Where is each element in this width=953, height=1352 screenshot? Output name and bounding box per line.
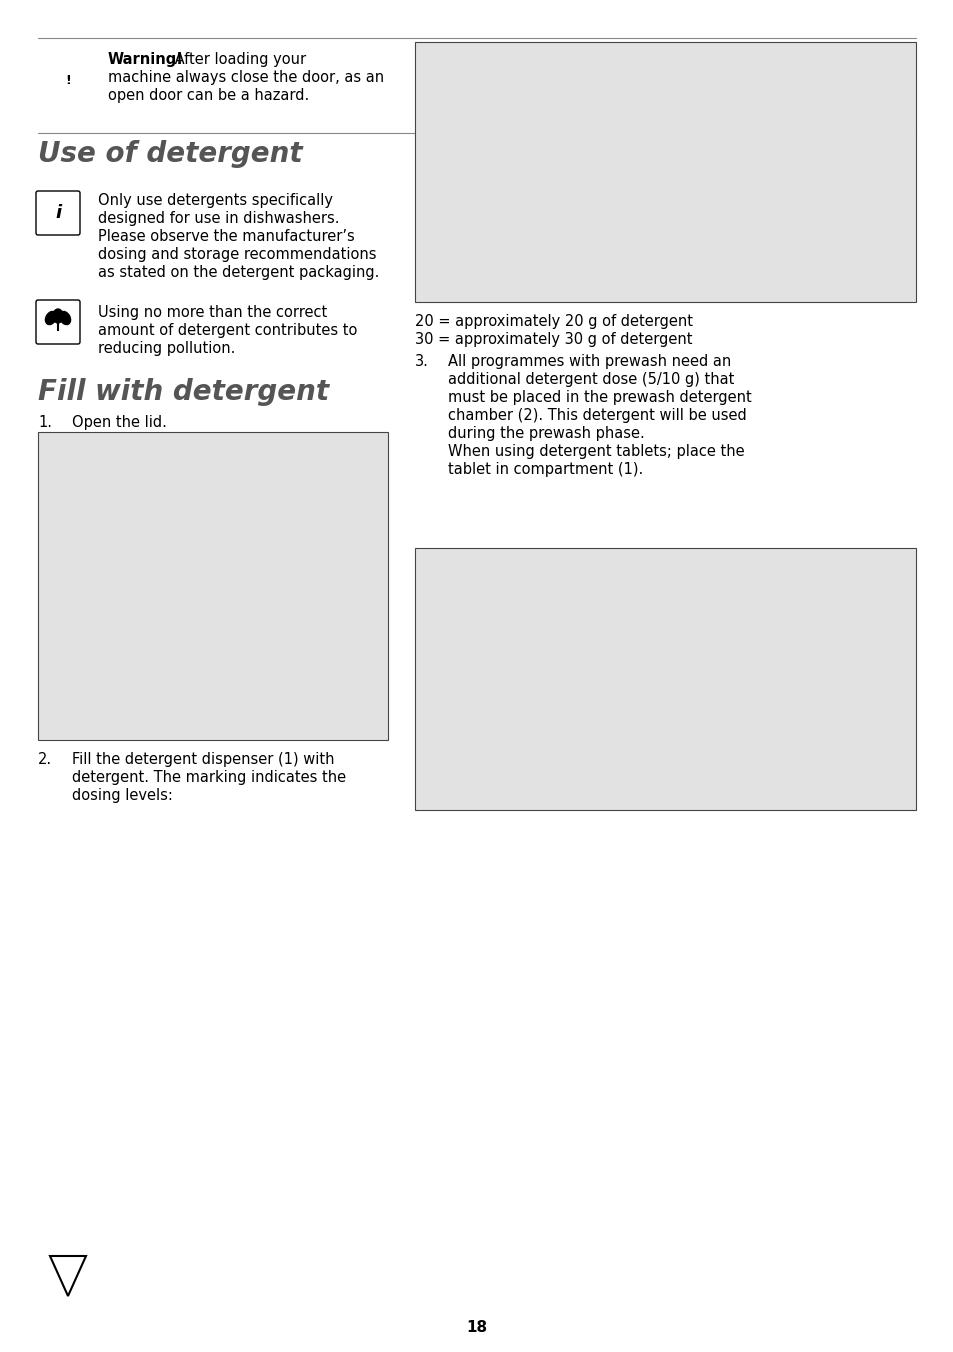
Ellipse shape xyxy=(53,310,63,323)
Bar xyxy=(415,548,915,810)
FancyBboxPatch shape xyxy=(36,191,80,235)
Text: Fill the detergent dispenser (1) with: Fill the detergent dispenser (1) with xyxy=(71,752,335,767)
Text: designed for use in dishwashers.: designed for use in dishwashers. xyxy=(98,211,339,226)
Text: during the prewash phase.: during the prewash phase. xyxy=(448,426,644,441)
Text: detergent. The marking indicates the: detergent. The marking indicates the xyxy=(71,771,346,786)
Ellipse shape xyxy=(46,311,56,324)
Text: tablet in compartment (1).: tablet in compartment (1). xyxy=(448,462,642,477)
Text: as stated on the detergent packaging.: as stated on the detergent packaging. xyxy=(98,265,379,280)
Text: Please observe the manufacturer’s: Please observe the manufacturer’s xyxy=(98,228,355,243)
FancyBboxPatch shape xyxy=(36,300,80,343)
Text: chamber (2). This detergent will be used: chamber (2). This detergent will be used xyxy=(448,408,746,423)
Text: 2.: 2. xyxy=(38,752,52,767)
Text: !: ! xyxy=(65,73,71,87)
Text: i: i xyxy=(55,204,61,222)
Text: 18: 18 xyxy=(466,1320,487,1334)
Bar xyxy=(415,42,915,301)
Text: All programmes with prewash need an: All programmes with prewash need an xyxy=(448,354,731,369)
Text: reducing pollution.: reducing pollution. xyxy=(98,341,235,356)
Text: Warning!: Warning! xyxy=(108,51,184,68)
Text: additional detergent dose (5/10 g) that: additional detergent dose (5/10 g) that xyxy=(448,372,734,387)
Text: machine always close the door, as an: machine always close the door, as an xyxy=(108,70,384,85)
Text: Fill with detergent: Fill with detergent xyxy=(38,379,329,406)
Text: dosing levels:: dosing levels: xyxy=(71,788,172,803)
Text: 3.: 3. xyxy=(415,354,429,369)
Text: Only use detergents specifically: Only use detergents specifically xyxy=(98,193,333,208)
Text: must be placed in the prewash detergent: must be placed in the prewash detergent xyxy=(448,389,751,406)
Bar xyxy=(38,433,388,740)
Text: Using no more than the correct: Using no more than the correct xyxy=(98,306,327,320)
Text: 30 = approximately 30 g of detergent: 30 = approximately 30 g of detergent xyxy=(415,333,692,347)
Text: Open the lid.: Open the lid. xyxy=(71,415,167,430)
Text: 20 = approximately 20 g of detergent: 20 = approximately 20 g of detergent xyxy=(415,314,692,329)
Text: open door can be a hazard.: open door can be a hazard. xyxy=(108,88,309,103)
Ellipse shape xyxy=(59,311,71,324)
Text: When using detergent tablets; place the: When using detergent tablets; place the xyxy=(448,443,744,458)
Text: dosing and storage recommendations: dosing and storage recommendations xyxy=(98,247,376,262)
Text: 1.: 1. xyxy=(38,415,52,430)
Text: amount of detergent contributes to: amount of detergent contributes to xyxy=(98,323,357,338)
Text: Use of detergent: Use of detergent xyxy=(38,141,302,168)
Text: After loading your: After loading your xyxy=(170,51,306,68)
